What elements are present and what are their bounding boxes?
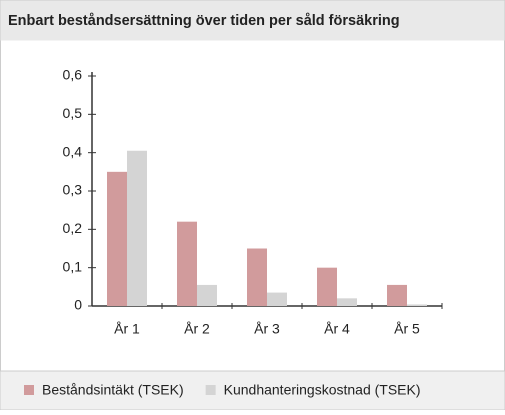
legend-swatch [24,385,34,395]
bar [407,304,427,306]
x-tick-label: År 4 [324,321,350,337]
y-tick-label: 0,5 [63,105,83,121]
x-tick-label: År 2 [184,321,210,337]
bar [337,298,357,306]
chart-title: Enbart beståndsersättning över tiden per… [8,13,400,29]
y-tick-label: 0,2 [63,220,83,236]
legend-band [0,371,505,410]
x-tick-label: År 1 [114,321,140,337]
bar [387,284,407,306]
title-band [0,0,505,41]
legend-label: Kundhanteringskostnad (TSEK) [224,382,421,398]
y-tick-label: 0,3 [63,182,83,198]
legend-label: Beståndsintäkt (TSEK) [42,382,184,398]
y-tick-label: 0 [74,297,82,313]
bar [107,171,127,306]
y-tick-label: 0,4 [63,143,83,159]
legend-swatch [205,385,216,395]
x-tick-label: År 3 [254,321,280,337]
bar [177,221,197,306]
y-tick-label: 0,6 [63,67,83,83]
bar [267,292,287,306]
bar [197,284,217,306]
bar [247,248,267,306]
y-tick-label: 0,1 [63,258,83,274]
x-tick-label: År 5 [394,321,420,337]
bar [127,150,147,306]
bar [317,267,337,306]
